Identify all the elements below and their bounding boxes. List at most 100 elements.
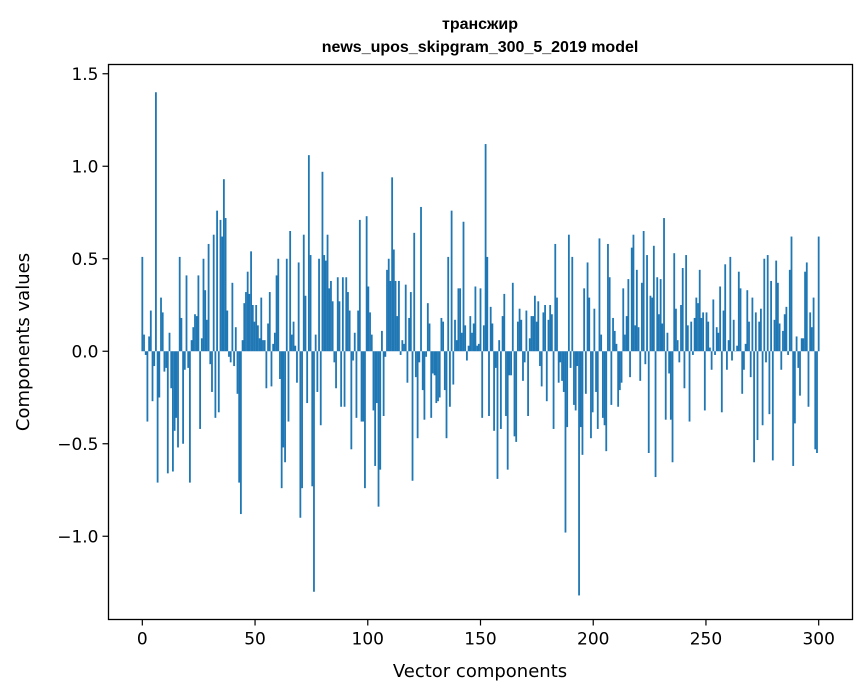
bar — [595, 351, 597, 392]
bar — [668, 351, 671, 374]
bar — [290, 334, 293, 352]
bar — [765, 351, 767, 363]
bar — [238, 351, 241, 483]
bar — [673, 253, 676, 352]
bar — [433, 351, 436, 376]
bar — [573, 351, 575, 405]
bar — [454, 319, 456, 352]
bar — [296, 351, 298, 383]
bar — [428, 323, 431, 352]
bar — [440, 317, 443, 352]
bar — [168, 332, 171, 352]
bar — [493, 351, 495, 431]
bar — [746, 290, 749, 352]
bar — [522, 351, 524, 381]
bar — [605, 351, 608, 452]
bar — [726, 351, 728, 370]
y-tick-label: −1.0 — [57, 527, 98, 547]
bar — [800, 338, 803, 352]
bar — [732, 319, 735, 352]
x-tick-label: 100 — [352, 630, 384, 650]
bar — [229, 351, 232, 363]
bar — [149, 310, 152, 352]
bar — [758, 321, 761, 352]
bar — [498, 340, 501, 352]
bar — [678, 351, 681, 363]
bar — [195, 316, 198, 352]
bar — [697, 303, 699, 352]
bar — [221, 236, 224, 352]
bar — [319, 351, 322, 426]
bar — [634, 325, 637, 352]
bar — [756, 351, 759, 441]
bar — [357, 310, 360, 352]
bar — [503, 293, 506, 352]
bar — [610, 351, 613, 405]
bar — [399, 351, 402, 355]
bar — [518, 308, 521, 352]
bar — [714, 351, 716, 355]
y-tick-label: 0.0 — [71, 342, 98, 362]
bar — [382, 351, 385, 416]
bar — [435, 351, 438, 404]
bar — [659, 279, 662, 352]
bar — [442, 321, 445, 352]
bar — [770, 280, 772, 352]
bar — [401, 340, 404, 352]
bar — [583, 288, 586, 352]
bar — [394, 280, 397, 352]
bar — [627, 279, 630, 352]
bar — [353, 332, 356, 352]
bar — [189, 351, 191, 483]
bar — [200, 338, 203, 352]
bar — [615, 343, 618, 352]
bar — [722, 310, 725, 352]
bar — [391, 177, 394, 352]
bar — [370, 334, 373, 352]
bar — [471, 332, 473, 352]
bar — [651, 297, 654, 352]
bar — [464, 325, 467, 352]
bar — [178, 256, 181, 352]
bar — [588, 297, 591, 352]
bar — [403, 343, 405, 352]
bar — [381, 330, 383, 352]
bar — [228, 351, 230, 357]
bar — [749, 351, 752, 378]
bar — [622, 288, 625, 352]
bar — [146, 351, 149, 422]
bar — [234, 327, 237, 352]
bar — [425, 351, 428, 357]
bar — [496, 351, 499, 479]
bar — [527, 351, 529, 416]
x-tick-label: 200 — [577, 630, 609, 650]
bar — [398, 280, 400, 352]
bar — [328, 288, 331, 352]
bar — [477, 343, 480, 352]
bar — [804, 271, 806, 352]
bar — [793, 351, 796, 424]
bar — [814, 351, 817, 450]
bar — [535, 321, 538, 352]
bar — [717, 332, 720, 352]
bar — [505, 351, 507, 416]
bar — [710, 351, 713, 370]
bar — [520, 319, 523, 352]
bar — [479, 288, 482, 352]
bar — [515, 351, 518, 442]
bar — [151, 351, 154, 402]
bar — [812, 297, 815, 352]
bar — [644, 351, 647, 365]
bar — [533, 295, 536, 352]
bar — [637, 327, 640, 352]
bar — [629, 351, 631, 378]
bar — [314, 334, 317, 352]
bar — [799, 351, 801, 396]
bar — [301, 351, 303, 489]
bar — [744, 343, 747, 352]
bar — [197, 275, 200, 352]
bar — [607, 243, 609, 352]
bar — [279, 351, 281, 379]
bar — [409, 292, 412, 352]
